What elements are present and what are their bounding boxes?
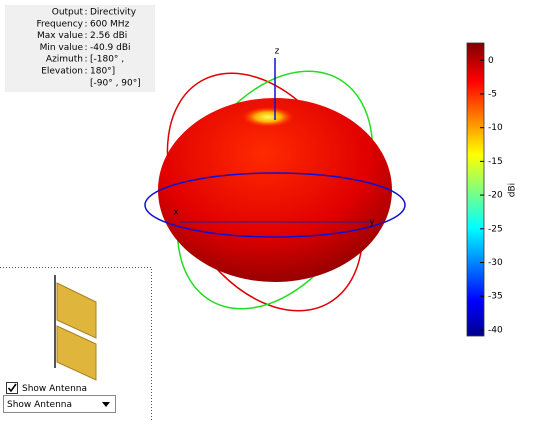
- info-label: Min value: [40, 43, 84, 53]
- antenna-patch: [56, 282, 97, 339]
- info-label: Max value: [37, 31, 84, 41]
- y-label: y: [369, 218, 375, 228]
- info-panel: [5, 5, 155, 92]
- pattern-dimple: [242, 107, 294, 127]
- info-colon: :: [84, 8, 87, 18]
- colorbar: [466, 42, 485, 337]
- info-value: 600 MHz: [90, 19, 130, 29]
- info-colon: :: [84, 31, 87, 41]
- info-label: Frequency: [37, 19, 84, 29]
- colorbar-tick-label: -10: [488, 123, 503, 133]
- colorbar-tick-label: -20: [488, 191, 503, 201]
- info-value: 180°]: [90, 67, 115, 77]
- dropdown-arrow: [102, 402, 110, 407]
- info-colon: :: [84, 43, 87, 53]
- info-colon: :: [84, 67, 87, 77]
- colorbar-tick-label: -40: [488, 325, 503, 335]
- info-label: Output: [52, 8, 84, 18]
- colorbar-tick-label: -25: [488, 224, 503, 234]
- info-colon: :: [84, 19, 87, 29]
- info-label: Azimuth: [46, 55, 83, 65]
- colorbar-tick-label: -5: [488, 89, 497, 99]
- info-value: 2.56 dBi: [90, 31, 127, 41]
- colorbar-tick-label: 0: [488, 56, 494, 66]
- x-label: x: [173, 208, 179, 218]
- info-value: [-90° , 90°]: [90, 78, 141, 88]
- colorbar-tick-label: -15: [488, 157, 503, 167]
- colorbar-tick-label: -35: [488, 292, 503, 302]
- info-colon: :: [84, 55, 87, 65]
- blue-circle: [144, 172, 406, 238]
- colorbar-tick-label: -30: [488, 258, 503, 268]
- checkbox[interactable]: [6, 382, 18, 394]
- info-value: Directivity: [90, 8, 137, 18]
- info-label: Elevation: [41, 67, 83, 77]
- dropdown-value[interactable]: Show Antenna: [7, 400, 72, 410]
- pattern-surface: [158, 98, 392, 282]
- z-label: z: [275, 47, 280, 57]
- colorbar-label: dBi: [508, 183, 518, 197]
- checkbox-label[interactable]: Show Antenna: [22, 384, 87, 394]
- dropdown[interactable]: [3, 395, 116, 413]
- antenna-patch: [56, 325, 97, 381]
- checkmark: [7, 383, 17, 393]
- info-value: -40.9 dBi: [90, 43, 131, 53]
- info-value: [-180° ,: [90, 55, 124, 65]
